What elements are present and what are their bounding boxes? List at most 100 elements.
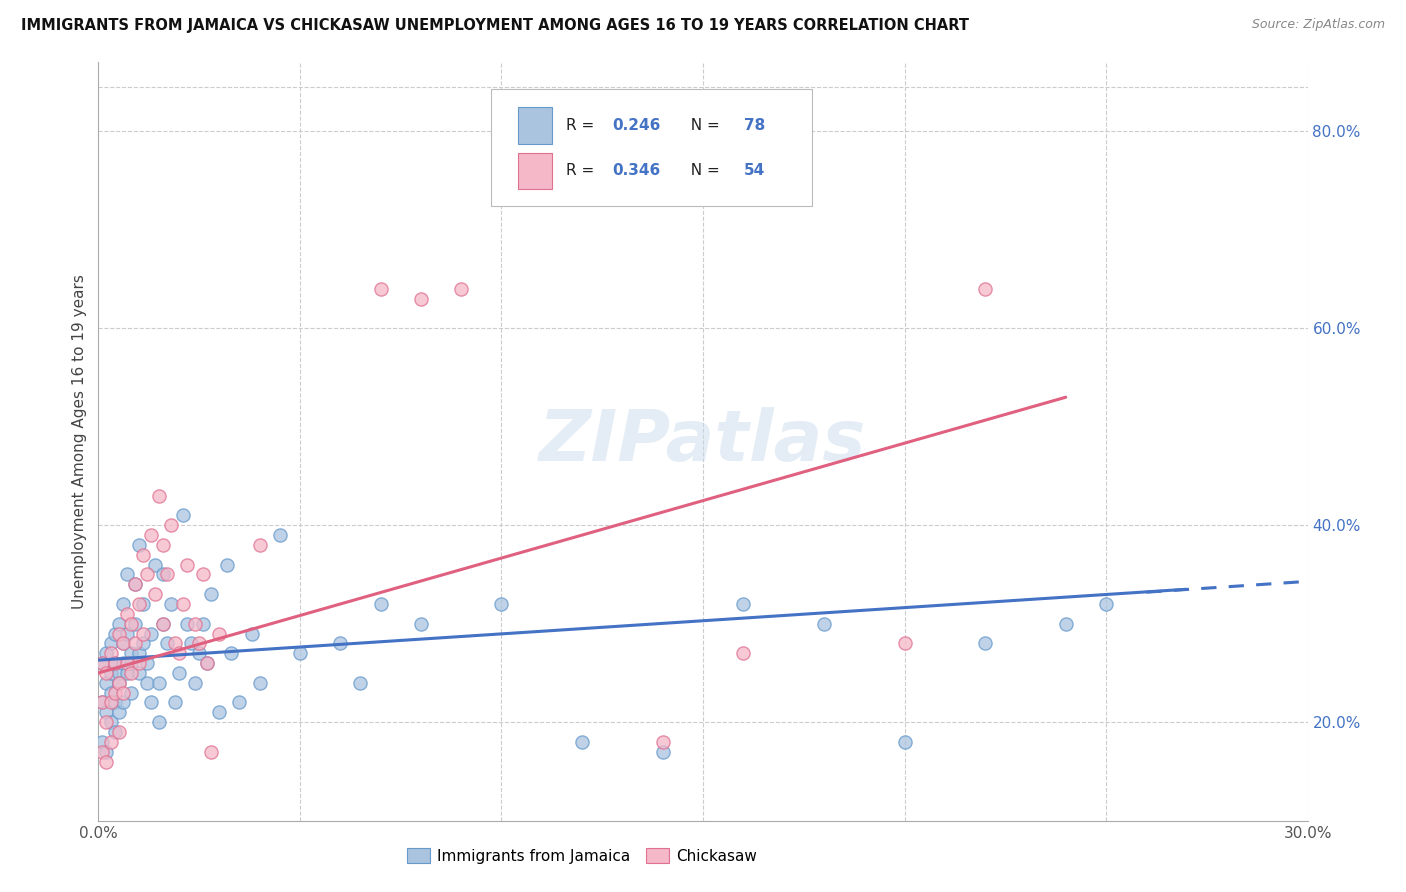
- FancyBboxPatch shape: [517, 153, 553, 189]
- Point: [103, 626, 125, 640]
- Point: [152, 567, 174, 582]
- Point: [651, 745, 673, 759]
- Point: [450, 282, 472, 296]
- Point: [163, 696, 186, 710]
- Point: [491, 597, 513, 611]
- Point: [409, 292, 432, 306]
- Point: [228, 696, 250, 710]
- Point: [152, 616, 174, 631]
- Text: 0.346: 0.346: [613, 163, 661, 178]
- Point: [100, 696, 122, 710]
- Point: [139, 528, 162, 542]
- Y-axis label: Unemployment Among Ages 16 to 19 years: Unemployment Among Ages 16 to 19 years: [72, 274, 87, 609]
- Point: [184, 675, 207, 690]
- Point: [107, 665, 129, 680]
- Point: [148, 715, 170, 730]
- Point: [152, 616, 174, 631]
- Point: [148, 489, 170, 503]
- Point: [893, 735, 915, 749]
- Point: [974, 636, 997, 650]
- Point: [139, 696, 162, 710]
- Point: [96, 715, 118, 730]
- Point: [103, 656, 125, 670]
- Point: [111, 597, 134, 611]
- Point: [96, 755, 118, 769]
- Point: [103, 685, 125, 699]
- Point: [163, 636, 186, 650]
- Point: [135, 567, 157, 582]
- Point: [115, 665, 138, 680]
- Point: [288, 646, 311, 660]
- Text: IMMIGRANTS FROM JAMAICA VS CHICKASAW UNEMPLOYMENT AMONG AGES 16 TO 19 YEARS CORR: IMMIGRANTS FROM JAMAICA VS CHICKASAW UNE…: [21, 18, 969, 33]
- Point: [188, 636, 211, 650]
- Text: 0.246: 0.246: [613, 118, 661, 133]
- Point: [160, 597, 183, 611]
- FancyBboxPatch shape: [517, 107, 553, 144]
- Point: [107, 725, 129, 739]
- Point: [100, 636, 122, 650]
- Point: [135, 675, 157, 690]
- Point: [813, 616, 835, 631]
- Text: R =: R =: [567, 163, 599, 178]
- Text: Source: ZipAtlas.com: Source: ZipAtlas.com: [1251, 18, 1385, 31]
- Point: [193, 567, 215, 582]
- Point: [974, 282, 997, 296]
- Point: [120, 685, 142, 699]
- Point: [188, 646, 211, 660]
- Point: [571, 735, 593, 749]
- Point: [269, 528, 291, 542]
- Point: [167, 665, 190, 680]
- Point: [96, 665, 118, 680]
- Point: [107, 616, 129, 631]
- Point: [132, 636, 155, 650]
- Point: [120, 616, 142, 631]
- Point: [107, 626, 129, 640]
- Point: [111, 636, 134, 650]
- Point: [176, 558, 198, 572]
- Point: [160, 518, 183, 533]
- Point: [221, 646, 243, 660]
- Point: [91, 656, 114, 670]
- Point: [172, 508, 194, 523]
- FancyBboxPatch shape: [492, 89, 811, 207]
- Point: [91, 745, 114, 759]
- Point: [100, 715, 122, 730]
- Point: [240, 626, 263, 640]
- Point: [143, 558, 166, 572]
- Point: [176, 616, 198, 631]
- Point: [152, 538, 174, 552]
- Point: [120, 656, 142, 670]
- Point: [132, 548, 155, 562]
- Point: [195, 656, 218, 670]
- Text: N =: N =: [682, 118, 725, 133]
- Point: [167, 646, 190, 660]
- Point: [217, 558, 239, 572]
- Point: [128, 597, 150, 611]
- Point: [107, 675, 129, 690]
- Point: [370, 597, 392, 611]
- Point: [115, 607, 138, 621]
- Point: [139, 626, 162, 640]
- Point: [143, 587, 166, 601]
- Point: [200, 587, 222, 601]
- Point: [193, 616, 215, 631]
- Point: [120, 665, 142, 680]
- Point: [172, 597, 194, 611]
- Text: N =: N =: [682, 163, 725, 178]
- Point: [103, 656, 125, 670]
- Point: [111, 696, 134, 710]
- Point: [91, 656, 114, 670]
- Point: [96, 675, 118, 690]
- Point: [208, 706, 231, 720]
- Point: [96, 646, 118, 660]
- Point: [156, 636, 179, 650]
- Point: [349, 675, 371, 690]
- Point: [132, 597, 155, 611]
- Point: [124, 636, 146, 650]
- Point: [111, 636, 134, 650]
- Point: [128, 665, 150, 680]
- Point: [249, 538, 271, 552]
- Point: [115, 567, 138, 582]
- Text: 78: 78: [744, 118, 765, 133]
- Point: [409, 616, 432, 631]
